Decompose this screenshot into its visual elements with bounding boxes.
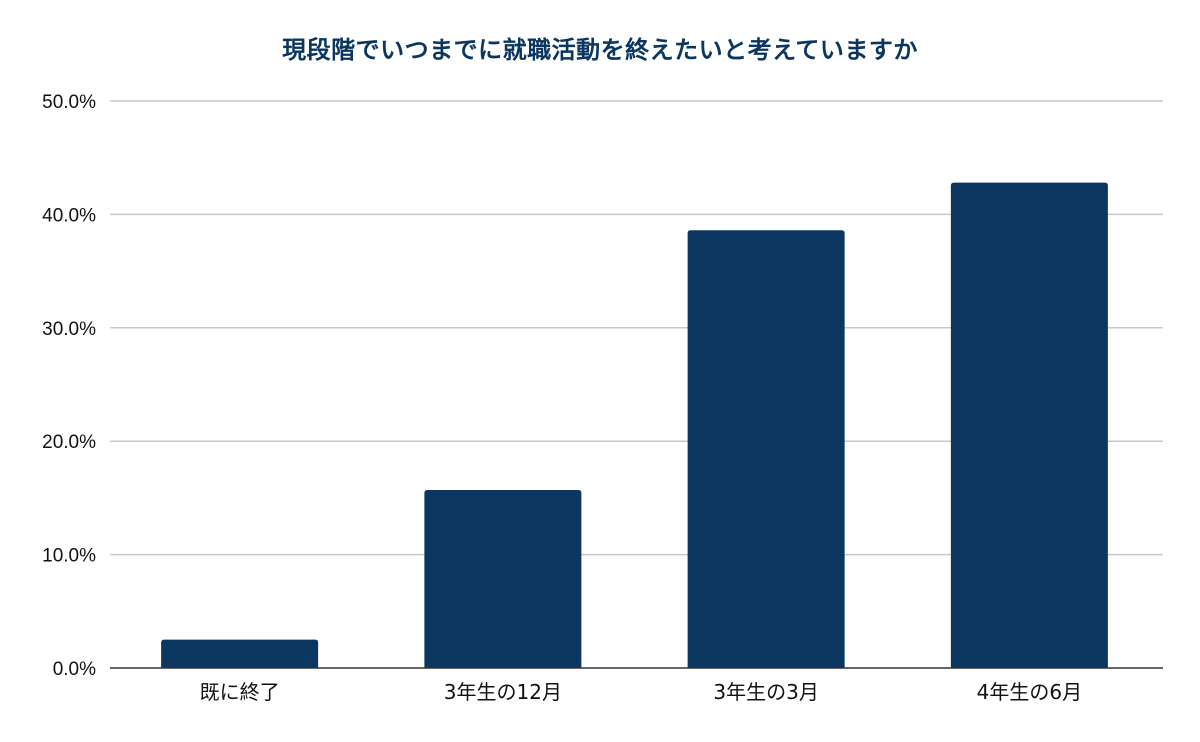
x-tick-label: 3年生の3月 <box>713 680 818 704</box>
x-tick-label: 3年生の12月 <box>444 680 562 704</box>
bar <box>687 230 845 668</box>
y-tick-label: 30.0% <box>42 319 96 340</box>
bars <box>161 182 1108 668</box>
bar <box>161 639 319 668</box>
y-tick-label: 0.0% <box>53 659 96 680</box>
x-tick-label: 既に終了 <box>200 680 280 704</box>
y-tick-label: 40.0% <box>42 205 96 226</box>
y-tick-label: 50.0% <box>42 92 96 113</box>
bar <box>950 182 1108 668</box>
x-axis-labels: 既に終了 3年生の12月 3年生の3月 4年生の6月 <box>200 680 1082 704</box>
y-axis-ticks: 0.0% 10.0% 20.0% 30.0% 40.0% 50.0% <box>42 92 96 680</box>
y-tick-label: 20.0% <box>42 432 96 453</box>
chart-title: 現段階でいつまでに就職活動を終えたいと考えていますか <box>282 36 918 64</box>
bar <box>424 489 582 668</box>
x-tick-label: 4年生の6月 <box>977 680 1082 704</box>
y-tick-label: 10.0% <box>42 546 96 567</box>
